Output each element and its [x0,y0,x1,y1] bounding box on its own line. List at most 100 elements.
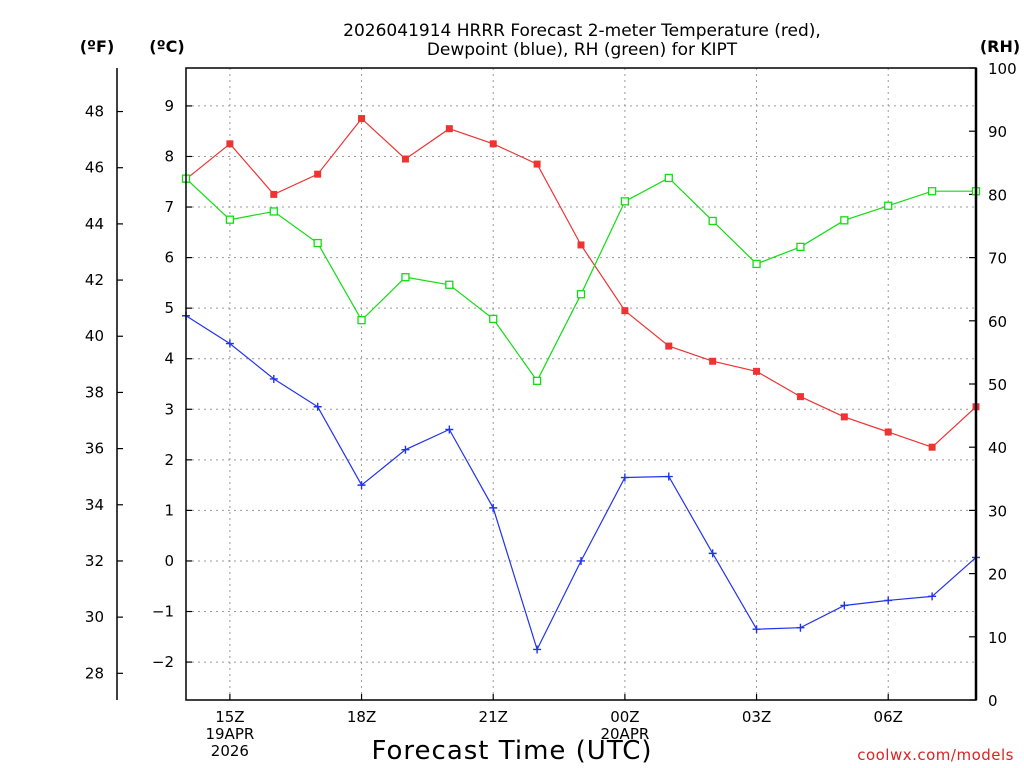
dewpoint-point [928,592,937,601]
fahrenheit-tick-label: 46 [85,159,104,177]
dewpoint-point [445,425,454,434]
temperature-point [401,155,409,163]
celsius-tick-label: 4 [164,350,174,368]
dewpoint-line [185,315,977,652]
temperature-point [884,428,892,436]
dewpoint-point [225,339,234,348]
temperature-point [226,140,234,148]
temperature-point [314,170,322,178]
rh-point [840,216,849,225]
x-tick-label: 03Z [742,708,771,726]
rh-point [884,201,893,210]
dewpoint-point [357,481,366,490]
celsius-tick-label: 2 [164,451,174,469]
x-tick-label: 19APR [205,725,254,743]
dewpoint-point [577,556,585,565]
rh-point [225,215,235,224]
rh-tick-label: 10 [988,629,1007,647]
dewpoint-point [533,645,542,654]
celsius-axis-unit: (ºC) [149,37,184,56]
rh-point [927,187,937,196]
rh-point [620,197,630,206]
temperature-point [928,443,936,451]
fahrenheit-tick-label: 48 [85,103,104,121]
rh-point [313,238,322,248]
temperature-point [840,413,848,421]
rh-tick-label: 60 [988,313,1007,331]
rh-axis-unit: (RH) [980,37,1020,56]
rh-point [357,316,366,325]
x-tick-label: 21Z [479,708,508,726]
rh-point [269,207,278,216]
temperature-point [665,342,673,350]
data-series [181,115,981,654]
rh-tick-label: 50 [988,376,1007,394]
celsius-tick-label: 5 [164,299,174,317]
chart-title-line2: Dewpoint (blue), RH (green) for KIPT [427,40,738,60]
axis-ticks: 9876543210−1−248464442403836343230281009… [85,60,1017,760]
dewpoint-point [884,596,893,605]
temperature-point [445,125,453,133]
celsius-tick-label: 1 [164,501,174,519]
rh-point [445,280,454,289]
celsius-tick-label: 7 [164,198,174,216]
fahrenheit-tick-label: 38 [85,383,104,401]
rh-tick-label: 0 [988,692,998,710]
temperature-point [796,393,804,401]
dewpoint-point [664,472,673,481]
fahrenheit-tick-label: 28 [85,664,104,682]
rh-point [664,173,673,183]
dewpoint-point [269,374,278,383]
x-tick-label: 00Z [610,708,639,726]
rh-point [532,376,542,385]
source-credit: coolwx.com/models [857,746,1014,764]
x-tick-label: 06Z [874,708,903,726]
dewpoint-point [796,623,805,632]
rh-point [708,216,717,226]
rh-tick-label: 90 [988,123,1007,141]
rh-tick-label: 30 [988,502,1007,520]
fahrenheit-tick-label: 30 [85,608,104,626]
rh-point [796,242,805,252]
temperature-point [753,367,761,375]
temperature-point [489,140,497,148]
dewpoint-point [752,625,761,634]
rh-point [752,259,761,269]
rh-tick-label: 80 [988,186,1007,204]
celsius-tick-label: 6 [164,249,174,267]
fahrenheit-tick-label: 32 [85,552,104,570]
rh-line [185,177,976,382]
fahrenheit-axis-unit: (ºF) [80,37,115,56]
gridlines [186,68,976,700]
celsius-tick-label: −2 [152,653,174,671]
celsius-tick-label: 0 [164,552,174,570]
dewpoint-point [840,601,849,610]
rh-tick-label: 100 [988,60,1017,78]
dewpoint-point [313,402,322,411]
celsius-tick-label: −1 [152,603,174,621]
temperature-point [621,307,629,315]
temperature-point [358,115,366,123]
temperature-point [709,357,717,365]
celsius-tick-label: 8 [164,147,174,165]
rh-tick-label: 40 [988,439,1007,457]
fahrenheit-tick-label: 42 [85,271,104,289]
rh-point [489,314,498,324]
x-tick-label: 15Z [215,708,244,726]
x-tick-label: 20APR [600,725,649,743]
x-tick-label: 2026 [211,742,249,760]
x-tick-label: 18Z [347,708,376,726]
dewpoint-point [708,549,717,558]
fahrenheit-tick-label: 44 [85,215,104,233]
dewpoint-point [401,445,410,454]
rh-point [401,273,410,282]
chart-title-line1: 2026041914 HRRR Forecast 2-meter Tempera… [343,21,821,41]
x-axis-label: Forecast Time (UTC) [371,736,652,766]
fahrenheit-tick-label: 36 [85,440,104,458]
temperature-point [270,190,278,198]
rh-point [576,290,586,299]
plot-frame [185,67,977,701]
dewpoint-point [620,473,629,482]
dewpoint-point [489,503,498,512]
